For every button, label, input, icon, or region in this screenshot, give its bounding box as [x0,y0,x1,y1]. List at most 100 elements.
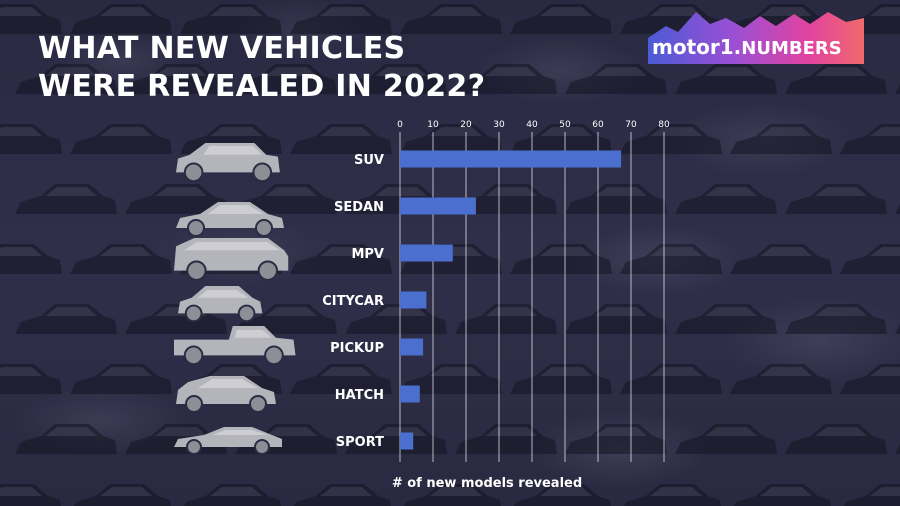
logo-text: motor1.NUMBERS [652,35,842,61]
background-car-silhouette [510,4,612,34]
logo-brand: motor [652,35,720,59]
background-car-silhouette [895,444,900,454]
background-car-silhouette [675,424,777,454]
x-axis-ticks: 0 10 20 30 40 50 60 70 80 [397,120,670,130]
background-car-silhouette [235,64,337,94]
background-car-silhouette [345,424,447,454]
background-car-silhouette [565,424,667,454]
background-car-silhouette [734,484,831,506]
background-car-silhouette [730,364,832,394]
x-tick-label: 80 [658,120,670,130]
x-tick-label: 0 [397,120,403,130]
hatch-car-icon [176,376,276,413]
background-car-silhouette [620,244,722,274]
background-car-silhouette [624,484,721,506]
bar-sport [400,432,414,450]
background-car-silhouette [620,364,722,394]
background-car-silhouette [565,64,667,94]
background-car-silhouette [514,484,611,506]
background-car-silhouette [125,184,227,214]
background-car-silhouette [620,124,722,154]
background-car-silhouette [895,324,900,334]
background-car-silhouette [455,64,557,94]
category-labels: SUV SEDAN MPV CITYCAR PICKUP HATCH SPORT [322,153,384,450]
background-car-silhouette [70,364,172,394]
background-car-silhouette [895,204,900,214]
background-car-silhouette [730,124,832,154]
background-car-silhouette [840,124,900,154]
background-car-silhouette [294,484,391,506]
background-car-silhouette [0,364,62,394]
background-car-silhouette [455,184,557,214]
background-car-silhouette [785,424,887,454]
sedan-car-icon [176,202,284,237]
category-label-mpv: MPV [351,247,384,262]
background-car-silhouette [290,124,392,154]
background-car-silhouette [675,184,777,214]
background-car-silhouette [15,184,117,214]
background-car-silhouette [0,484,61,506]
background-car-silhouette [510,364,612,394]
background-car-silhouette [184,484,281,506]
mpv-car-icon [174,238,289,281]
bar-pickup [400,338,424,356]
background-car-silhouette [70,244,172,274]
background-car-silhouette [404,484,501,506]
background-car-silhouette [125,64,227,94]
sport-car-icon [174,427,282,455]
bar-suv [400,150,622,168]
background-car-silhouette [290,244,392,274]
background-car-silhouette [290,364,392,394]
background-car-silhouette [345,64,447,94]
background-car-silhouette [180,4,282,34]
background-car-silhouette [510,124,612,154]
background-car-silhouette [455,304,557,334]
gridlines [399,132,665,462]
category-label-pickup: PICKUP [330,341,384,356]
background-car-silhouette [785,184,887,214]
x-tick-label: 60 [592,120,604,130]
x-tick-label: 20 [460,120,472,130]
background-car-silhouette [400,124,502,154]
x-tick-label: 10 [427,120,439,130]
background-car-silhouette [290,4,392,34]
background-car-silhouette [840,244,900,274]
background-car-silhouette [675,64,777,94]
background-car-silhouette [675,304,777,334]
background-car-silhouette [565,184,667,214]
background-car-silhouette [565,304,667,334]
background-car-silhouette [785,304,887,334]
pickup-truck-icon [174,325,296,366]
x-tick-label: 30 [493,120,505,130]
background-car-silhouette [400,4,502,34]
citycar-car-icon [178,285,263,323]
background-car-silhouette [844,484,900,506]
category-label-sport: SPORT [336,435,384,450]
background-car-silhouette [0,124,62,154]
logo-number: 1. [719,35,742,59]
x-tick-label: 50 [559,120,571,130]
bar-citycar [400,291,427,309]
background-car-silhouette [400,364,502,394]
x-tick-label: 70 [625,120,637,130]
background-car-silhouette [235,184,337,214]
background-car-silhouette [15,424,117,454]
logo-mountain-shape [648,12,864,64]
title-line-2: WERE REVEALED IN 2022? [38,69,486,104]
background-car-silhouette [345,304,447,334]
bar-mpv [400,244,453,262]
background-car-silhouette [785,64,887,94]
background-car-silhouette [0,4,62,34]
background-car-silhouette [730,244,832,274]
background-car-silhouette [74,484,171,506]
logo-suffix: NUMBERS [741,38,842,59]
x-axis-title: # of new models revealed [392,476,582,491]
bar-hatch [400,385,420,403]
background-car-silhouette [840,364,900,394]
vehicle-icons [174,142,296,455]
x-tick-label: 40 [526,120,538,130]
background-car-silhouette [510,244,612,274]
